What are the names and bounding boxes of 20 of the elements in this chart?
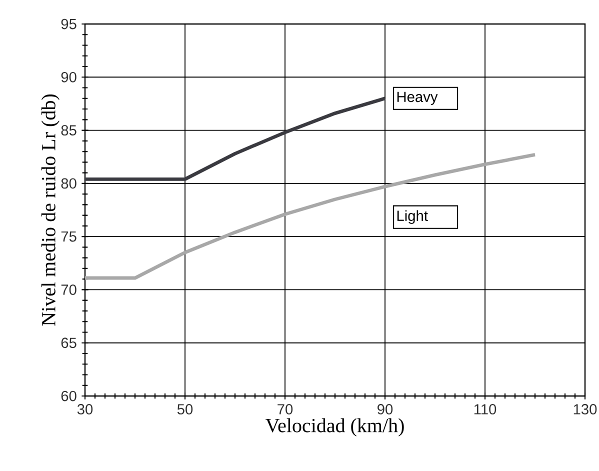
line-series (85, 152, 537, 280)
line-series (85, 96, 387, 181)
y-tick-label: 80 (61, 178, 76, 189)
x-tick-label: 110 (474, 404, 496, 414)
x-tick-label: 90 (378, 404, 393, 414)
y-tick-label: 70 (61, 284, 76, 295)
y-tick-label: 95 (61, 18, 76, 30)
y-tick-label: 90 (61, 72, 76, 82)
x-tick-label: 30 (77, 404, 93, 414)
series-label: Light (397, 210, 428, 224)
y-tick-label: 85 (61, 125, 76, 136)
x-axis-title: Velocidad (km/h) (266, 418, 404, 436)
y-tick-label: 65 (61, 338, 76, 348)
y-axis-title: Nivel medio de ruido Lr (db) (41, 94, 60, 326)
x-tick-label: 50 (177, 404, 193, 414)
y-tick-label: 60 (61, 390, 76, 402)
series-label: Heavy (397, 92, 438, 105)
x-tick-label: 130 (574, 404, 597, 414)
x-tick-label: 70 (278, 404, 293, 414)
y-tick-label: 75 (61, 231, 76, 242)
